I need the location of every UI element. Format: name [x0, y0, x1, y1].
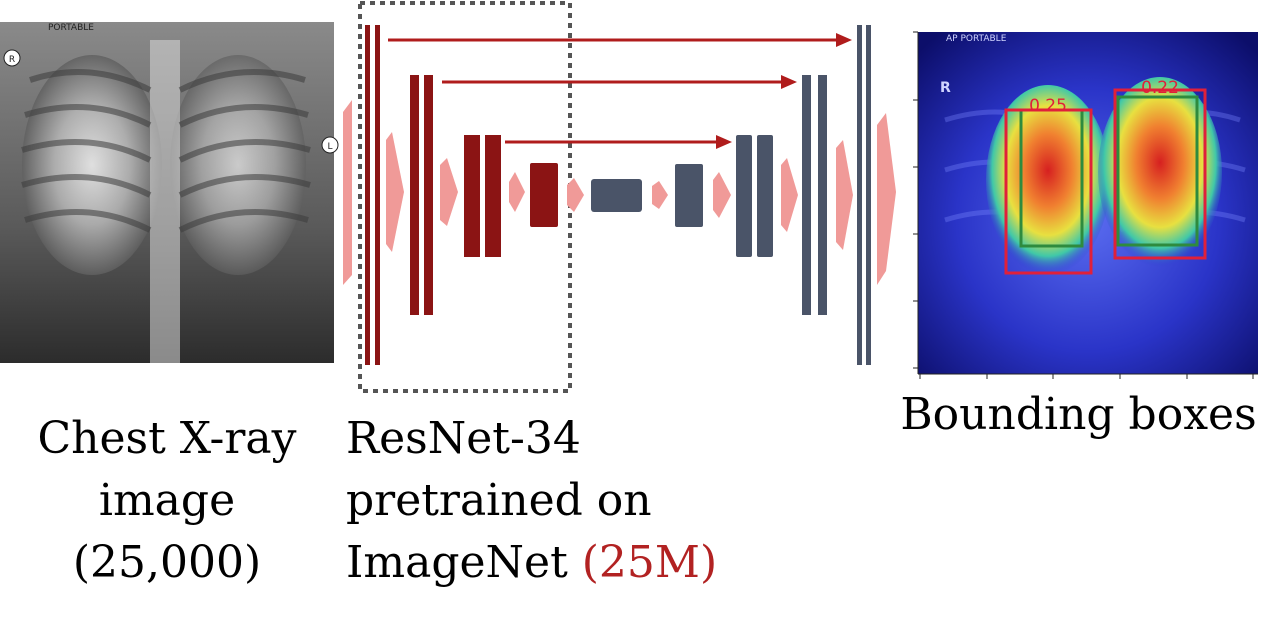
- skip-connections: [388, 33, 852, 149]
- stage-flow-arrows: [386, 132, 853, 252]
- input-caption-line-1: Chest X-ray: [37, 413, 297, 464]
- input-caption-line-2: image: [98, 475, 236, 526]
- decoder-layer-2b: [757, 135, 773, 257]
- prediction-box-2: [1113, 88, 1207, 260]
- input-caption-line-3: (25,000): [72, 537, 262, 588]
- decoder-layer-3a: [802, 75, 811, 315]
- decoder-layer-1: [675, 164, 703, 227]
- decoder-layer-2a: [736, 135, 752, 257]
- ground-truth-box-2: [1116, 95, 1199, 247]
- decoder-bottleneck: [591, 179, 642, 212]
- output-flow-arrow: [877, 113, 896, 285]
- decoder-blocks: [591, 25, 871, 365]
- output-film-label: AP PORTABLE: [946, 34, 1007, 44]
- encoder-layer-1a: [365, 25, 370, 365]
- flow-arrow-2: [440, 158, 458, 226]
- encoder-layer-2a: [410, 75, 419, 315]
- xray-film-label: PORTABLE: [48, 23, 94, 33]
- flow-arrow-6: [713, 172, 731, 218]
- encoder-blocks: [365, 25, 558, 365]
- box-score-2: 0.22: [1141, 78, 1179, 98]
- output-caption: Bounding boxes: [900, 389, 1257, 440]
- flow-arrow-8: [836, 140, 853, 250]
- output-left-marker: R: [940, 80, 951, 96]
- flow-arrow-7: [781, 158, 798, 232]
- input-flow-arrow: [343, 100, 352, 285]
- xray-left-marker: R: [9, 55, 15, 65]
- flow-arrow-3: [509, 172, 525, 212]
- decoder-layer-4b: [866, 25, 871, 365]
- input-caption: Chest X-ray image (25,000): [0, 408, 334, 594]
- encoder-param-count: (25M): [581, 537, 718, 588]
- encoder-caption: ResNet-34 pretrained on ImageNet (25M): [346, 408, 717, 594]
- flow-arrow-5: [652, 181, 668, 209]
- encoder-caption-line-3: ImageNet (25M): [346, 532, 717, 594]
- encoder-layer-1b: [375, 25, 380, 365]
- decoder-layer-4a: [857, 25, 862, 365]
- bounding-box-output-image: AP PORTABLE R 0.25 0.22: [913, 31, 1258, 379]
- output-axis-ticks: [913, 31, 1258, 379]
- encoder-layer-3b: [485, 135, 501, 257]
- box-score-1: 0.25: [1029, 96, 1067, 116]
- decoder-layer-3b: [818, 75, 827, 315]
- chest-xray-image: PORTABLE R L: [0, 22, 339, 363]
- prediction-box-1: [1004, 108, 1093, 275]
- flow-arrow-1: [386, 132, 404, 252]
- encoder-layer-2b: [424, 75, 433, 315]
- encoder-caption-line-3-text: ImageNet: [346, 537, 582, 588]
- xray-right-marker: L: [327, 142, 332, 152]
- flow-arrow-4: [567, 178, 584, 212]
- encoder-caption-line-2: pretrained on: [346, 475, 652, 526]
- encoder-layer-3a: [464, 135, 480, 257]
- encoder-caption-line-1: ResNet-34: [346, 413, 581, 464]
- encoder-bottleneck: [530, 163, 558, 227]
